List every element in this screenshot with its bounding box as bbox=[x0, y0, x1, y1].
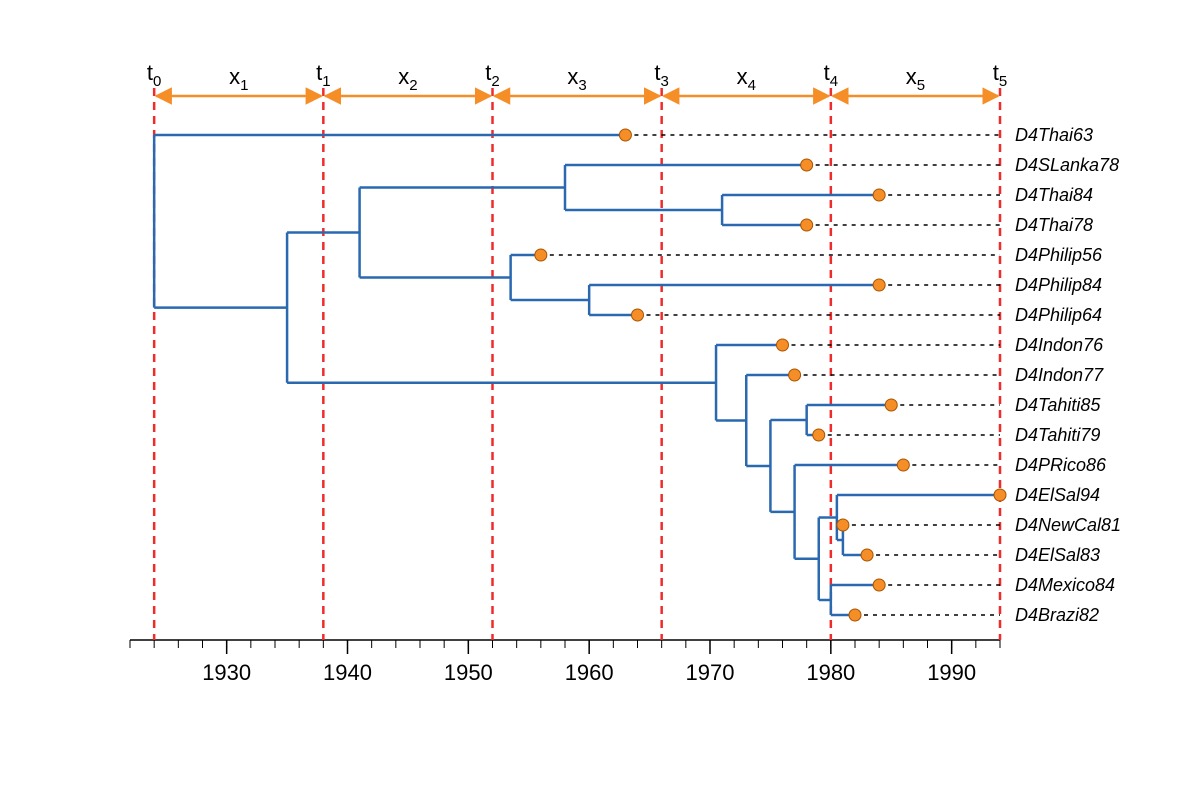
tip-dot-D4Philip64 bbox=[632, 309, 644, 321]
phylogeny-tree bbox=[154, 135, 1000, 615]
taxon-label-D4Philip84: D4Philip84 bbox=[1015, 275, 1102, 295]
time-lines: t0 t1 t2 t3 t4 t5 bbox=[147, 60, 1007, 640]
tip-dot-D4Indon76 bbox=[777, 339, 789, 351]
intervals: x1 x2 x3 x4 x5 bbox=[156, 64, 998, 96]
t-label-t2: t2 bbox=[485, 60, 499, 90]
taxon-label-D4Mexico84: D4Mexico84 bbox=[1015, 575, 1115, 595]
svg-text:1980: 1980 bbox=[806, 660, 855, 685]
taxon-label-D4Brazi82: D4Brazi82 bbox=[1015, 605, 1099, 625]
tips: D4Thai63 D4SLanka78 D4Thai84 D4Thai78 D4Phil… bbox=[535, 125, 1121, 625]
taxon-label-D4Thai84: D4Thai84 bbox=[1015, 185, 1093, 205]
t-label-t5: t5 bbox=[993, 60, 1007, 90]
taxon-label-D4NewCal81: D4NewCal81 bbox=[1015, 515, 1121, 535]
interval-label-x1: x1 bbox=[229, 64, 248, 94]
interval-label-x2: x2 bbox=[398, 64, 417, 94]
svg-text:1960: 1960 bbox=[565, 660, 614, 685]
tip-dot-D4ElSal94 bbox=[994, 489, 1006, 501]
tip-dot-D4ElSal83 bbox=[861, 549, 873, 561]
t-label-t4: t4 bbox=[824, 60, 838, 90]
t-label-t3: t3 bbox=[654, 60, 668, 90]
t-label-t1: t1 bbox=[316, 60, 330, 90]
tip-dot-D4Brazi82 bbox=[849, 609, 861, 621]
tip-dot-D4Thai84 bbox=[873, 189, 885, 201]
taxon-label-D4Philip56: D4Philip56 bbox=[1015, 245, 1103, 265]
tip-dot-D4SLanka78 bbox=[801, 159, 813, 171]
x-axis bbox=[130, 640, 1000, 654]
tip-dot-D4Indon77 bbox=[789, 369, 801, 381]
tip-dot-D4NewCal81 bbox=[837, 519, 849, 531]
svg-text:1930: 1930 bbox=[202, 660, 251, 685]
svg-text:1970: 1970 bbox=[686, 660, 735, 685]
tip-dot-D4Philip56 bbox=[535, 249, 547, 261]
svg-text:1950: 1950 bbox=[444, 660, 493, 685]
taxon-label-D4Tahiti85: D4Tahiti85 bbox=[1015, 395, 1101, 415]
interval-label-x4: x4 bbox=[737, 64, 756, 94]
tip-dot-D4Mexico84 bbox=[873, 579, 885, 591]
taxon-label-D4Indon76: D4Indon76 bbox=[1015, 335, 1104, 355]
taxon-label-D4SLanka78: D4SLanka78 bbox=[1015, 155, 1119, 175]
svg-text:1990: 1990 bbox=[927, 660, 976, 685]
tip-dot-D4Tahiti85 bbox=[885, 399, 897, 411]
taxon-label-D4PRico86: D4PRico86 bbox=[1015, 455, 1107, 475]
taxon-label-D4Thai63: D4Thai63 bbox=[1015, 125, 1093, 145]
interval-label-x3: x3 bbox=[567, 64, 586, 94]
tip-dot-D4Thai78 bbox=[801, 219, 813, 231]
interval-label-x5: x5 bbox=[906, 64, 925, 94]
taxon-label-D4Philip64: D4Philip64 bbox=[1015, 305, 1102, 325]
taxon-label-D4ElSal94: D4ElSal94 bbox=[1015, 485, 1100, 505]
svg-text:1940: 1940 bbox=[323, 660, 372, 685]
taxon-label-D4ElSal83: D4ElSal83 bbox=[1015, 545, 1100, 565]
phylogeny-diagram: 1930 1940 1950 1960 1970 1980 1990 t0 t1 t2 t3 t4 t5… bbox=[0, 0, 1200, 800]
taxon-label-D4Tahiti79: D4Tahiti79 bbox=[1015, 425, 1100, 445]
tip-dot-D4Tahiti79 bbox=[813, 429, 825, 441]
taxon-label-D4Indon77: D4Indon77 bbox=[1015, 365, 1104, 385]
t-label-t0: t0 bbox=[147, 60, 161, 90]
taxon-label-D4Thai78: D4Thai78 bbox=[1015, 215, 1093, 235]
tip-dot-D4Philip84 bbox=[873, 279, 885, 291]
tip-dot-D4PRico86 bbox=[897, 459, 909, 471]
tip-dot-D4Thai63 bbox=[619, 129, 631, 141]
